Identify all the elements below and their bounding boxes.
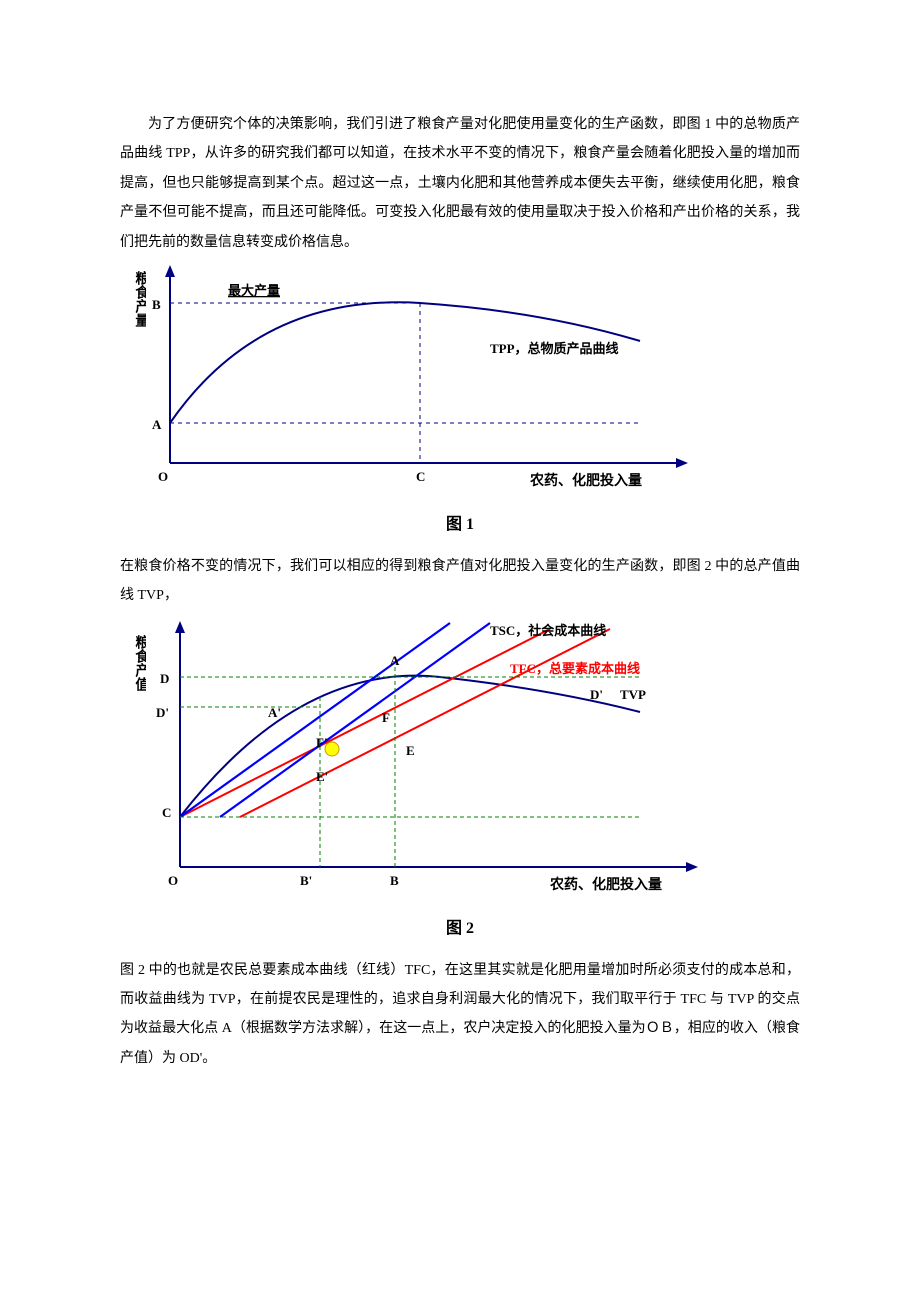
fig2-E: E xyxy=(406,743,415,758)
paragraph-3: 图 2 中的也就是农民总要素成本曲线（红线）TFC，在这里其实就是化肥用量增加时… xyxy=(120,956,800,1074)
figure-2-svg: 粮食产值 O xyxy=(120,617,750,897)
fig1-caption: 图 1 xyxy=(120,508,800,542)
fig1-xlabel: 农药、化肥投入量 xyxy=(529,472,642,489)
fig2-F: F xyxy=(382,710,390,725)
fig1-B: B xyxy=(152,297,161,312)
fig2-ylabel: 粮食产值 xyxy=(126,635,146,691)
fig2-origin: O xyxy=(168,873,178,888)
fig2-Bp: B' xyxy=(300,873,312,888)
fig1-C: C xyxy=(416,469,425,484)
fig2-tfc-label: TFC，总要素成本曲线 xyxy=(510,661,640,676)
fig2-tfc-parallel xyxy=(240,629,610,817)
fig2-Dp: D' xyxy=(156,705,169,720)
fig1-tpp-label: TPP，总物质产品曲线 xyxy=(490,341,619,356)
fig2-A: A xyxy=(390,653,400,668)
fig1-ylabel: 粮食产量 xyxy=(126,271,146,327)
fig2-tsc-parallel xyxy=(220,623,490,817)
fig2-caption: 图 2 xyxy=(120,912,800,946)
paragraph-2: 在粮食价格不变的情况下，我们可以相应的得到粮食产值对化肥投入量变化的生产函数，即… xyxy=(120,552,800,611)
fig1-origin: O xyxy=(158,469,168,484)
figure-1-svg: 粮食产量 O B A C xyxy=(120,263,730,493)
fig2-axes xyxy=(175,621,698,872)
fig2-B: B xyxy=(390,873,399,888)
fig2-xlabel: 农药、化肥投入量 xyxy=(549,876,662,893)
fig2-tfc-line xyxy=(180,629,550,817)
fig1-tpp-curve xyxy=(170,302,640,423)
fig2-D: D xyxy=(160,671,169,686)
fig2-Dp-right: D' xyxy=(590,687,603,702)
figure-1: 粮食产量 O B A C xyxy=(120,263,800,542)
figure-2: 粮食产值 O xyxy=(120,617,800,946)
fig2-Fp: F' xyxy=(316,735,328,750)
fig2-Ep: E' xyxy=(316,769,328,784)
fig2-tsc-label: TSC，社会成本曲线 xyxy=(490,623,606,638)
fig1-A: A xyxy=(152,417,162,432)
fig1-max-label: 最大产量 xyxy=(228,283,280,298)
fig2-Ap: A' xyxy=(268,705,281,720)
fig2-C: C xyxy=(162,805,171,820)
fig2-tsc-line xyxy=(180,623,450,817)
paragraph-1: 为了方便研究个体的决策影响，我们引进了粮食产量对化肥使用量变化的生产函数，即图 … xyxy=(120,110,800,257)
fig2-tvp-label: TVP xyxy=(620,687,646,702)
